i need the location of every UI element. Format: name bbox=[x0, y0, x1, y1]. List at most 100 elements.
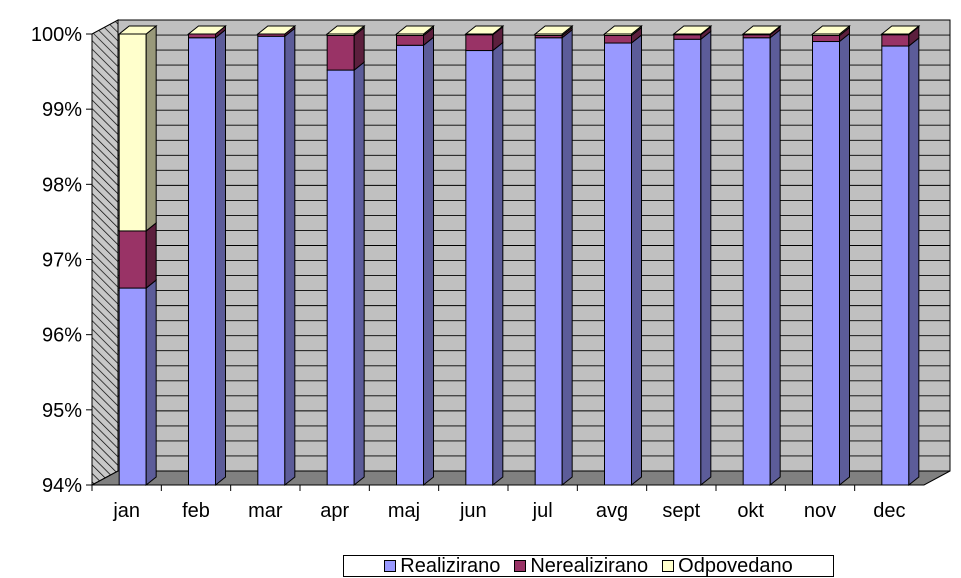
bar-segment bbox=[604, 33, 642, 487]
bar-side bbox=[839, 32, 850, 487]
bar-top bbox=[464, 25, 505, 35]
bar-front bbox=[881, 45, 910, 486]
bar-segment bbox=[396, 36, 434, 487]
x-tick-label: sept bbox=[662, 500, 700, 522]
x-tick-label: jan bbox=[112, 500, 140, 522]
bar-segment bbox=[326, 26, 365, 72]
bar-side bbox=[908, 36, 920, 487]
x-tick-label: apr bbox=[320, 500, 349, 522]
bar-front bbox=[812, 35, 840, 43]
bar-side bbox=[769, 28, 781, 487]
bar-segment bbox=[257, 27, 296, 487]
bar-front bbox=[118, 287, 147, 486]
y-tick-label: 98% bbox=[42, 174, 82, 196]
legend-item-nerealizirano: Nerealizirano bbox=[514, 555, 648, 578]
x-tick-label: dec bbox=[873, 500, 905, 522]
bar-top bbox=[603, 25, 643, 35]
bar-segment bbox=[118, 24, 157, 232]
bar-side bbox=[631, 33, 642, 487]
bar-side bbox=[284, 27, 296, 487]
legend-swatch-odpovedano bbox=[662, 560, 675, 572]
legend-item-odpovedano: Odpovedano bbox=[662, 555, 793, 578]
bar-side bbox=[561, 28, 573, 487]
x-tick-label: maj bbox=[388, 500, 420, 522]
bar-front bbox=[326, 35, 355, 71]
legend-swatch-realizirano bbox=[384, 560, 397, 572]
bar-segment bbox=[534, 28, 573, 487]
bar-segment bbox=[673, 30, 712, 487]
bar-top bbox=[880, 25, 921, 35]
x-tick-label: avg bbox=[596, 500, 628, 522]
bar-segment bbox=[465, 25, 504, 52]
bar-side bbox=[145, 24, 157, 232]
bar-front bbox=[396, 35, 424, 46]
bar-segment bbox=[465, 41, 504, 487]
x-tick-label: nov bbox=[804, 500, 836, 522]
bar-top bbox=[533, 25, 574, 35]
legend-label-realizirano: Realizirano bbox=[400, 554, 501, 577]
y-tick-label: 99% bbox=[42, 99, 82, 121]
bar-top bbox=[187, 25, 227, 35]
bar-front bbox=[118, 230, 147, 289]
y-tick-label: 95% bbox=[42, 400, 82, 422]
legend-label-odpovedano: Odpovedano bbox=[678, 554, 793, 577]
bar-top bbox=[672, 25, 713, 35]
bars bbox=[117, 24, 921, 487]
bar-top bbox=[117, 25, 158, 35]
bar-front bbox=[604, 35, 632, 44]
bar-top bbox=[325, 25, 366, 35]
x-tick-label: feb bbox=[182, 500, 210, 522]
bar-side bbox=[423, 36, 434, 487]
bar-side bbox=[145, 221, 157, 290]
bar-side bbox=[700, 30, 712, 487]
side-wall bbox=[91, 19, 119, 486]
bar-segment bbox=[881, 36, 920, 487]
bar-front bbox=[673, 34, 702, 40]
y-tick-label: 94% bbox=[42, 475, 82, 497]
legend-label-nerealizirano: Nerealizirano bbox=[530, 554, 649, 577]
y-axis-tick-labels: 94% 95% 96% 97% 98% 99% 100% bbox=[31, 24, 82, 497]
x-tick-label: jul bbox=[532, 500, 553, 522]
x-tick-label: jun bbox=[459, 500, 487, 522]
bar-front bbox=[742, 37, 771, 486]
bar-top bbox=[741, 25, 782, 35]
bar-segment bbox=[812, 32, 850, 487]
bar-front bbox=[396, 44, 424, 486]
bar-front bbox=[465, 50, 494, 486]
bar-front bbox=[534, 37, 563, 486]
bar-segment bbox=[742, 28, 781, 487]
bar-segment bbox=[326, 61, 365, 487]
bar-segment bbox=[812, 26, 850, 43]
bar-top bbox=[256, 25, 297, 35]
bar-top bbox=[395, 25, 435, 35]
bar-front bbox=[673, 38, 702, 486]
gridlines bbox=[118, 19, 950, 472]
bar-top bbox=[811, 25, 851, 35]
x-tick-label: okt bbox=[737, 500, 764, 522]
legend: Realizirano Nerealizirano Odpovedano bbox=[343, 555, 834, 577]
x-axis-tick-labels: jan feb mar apr maj jun jul avg sept okt nov dec bbox=[112, 500, 905, 522]
bar-segment bbox=[118, 221, 157, 290]
bar-front bbox=[465, 34, 494, 52]
bar-segment bbox=[188, 28, 226, 487]
bar-front bbox=[881, 34, 910, 47]
bar-front bbox=[604, 42, 632, 486]
legend-swatch-nerealizirano bbox=[514, 560, 527, 572]
bar-front bbox=[326, 69, 355, 486]
y-tick-label: 96% bbox=[42, 325, 82, 347]
bar-front bbox=[188, 37, 216, 486]
bar-side bbox=[145, 279, 157, 487]
bar-side bbox=[353, 61, 365, 487]
y-tick-label: 100% bbox=[31, 24, 82, 46]
bar-segment bbox=[118, 279, 157, 487]
bar-side bbox=[215, 28, 226, 487]
bar-side bbox=[492, 41, 504, 487]
legend-item-realizirano: Realizirano bbox=[384, 555, 500, 578]
y-tick-label: 97% bbox=[42, 250, 82, 272]
bar-front bbox=[257, 35, 286, 486]
bar-front bbox=[118, 33, 147, 232]
axes bbox=[86, 33, 924, 491]
x-tick-label: mar bbox=[248, 500, 283, 522]
bar-front bbox=[812, 41, 840, 486]
